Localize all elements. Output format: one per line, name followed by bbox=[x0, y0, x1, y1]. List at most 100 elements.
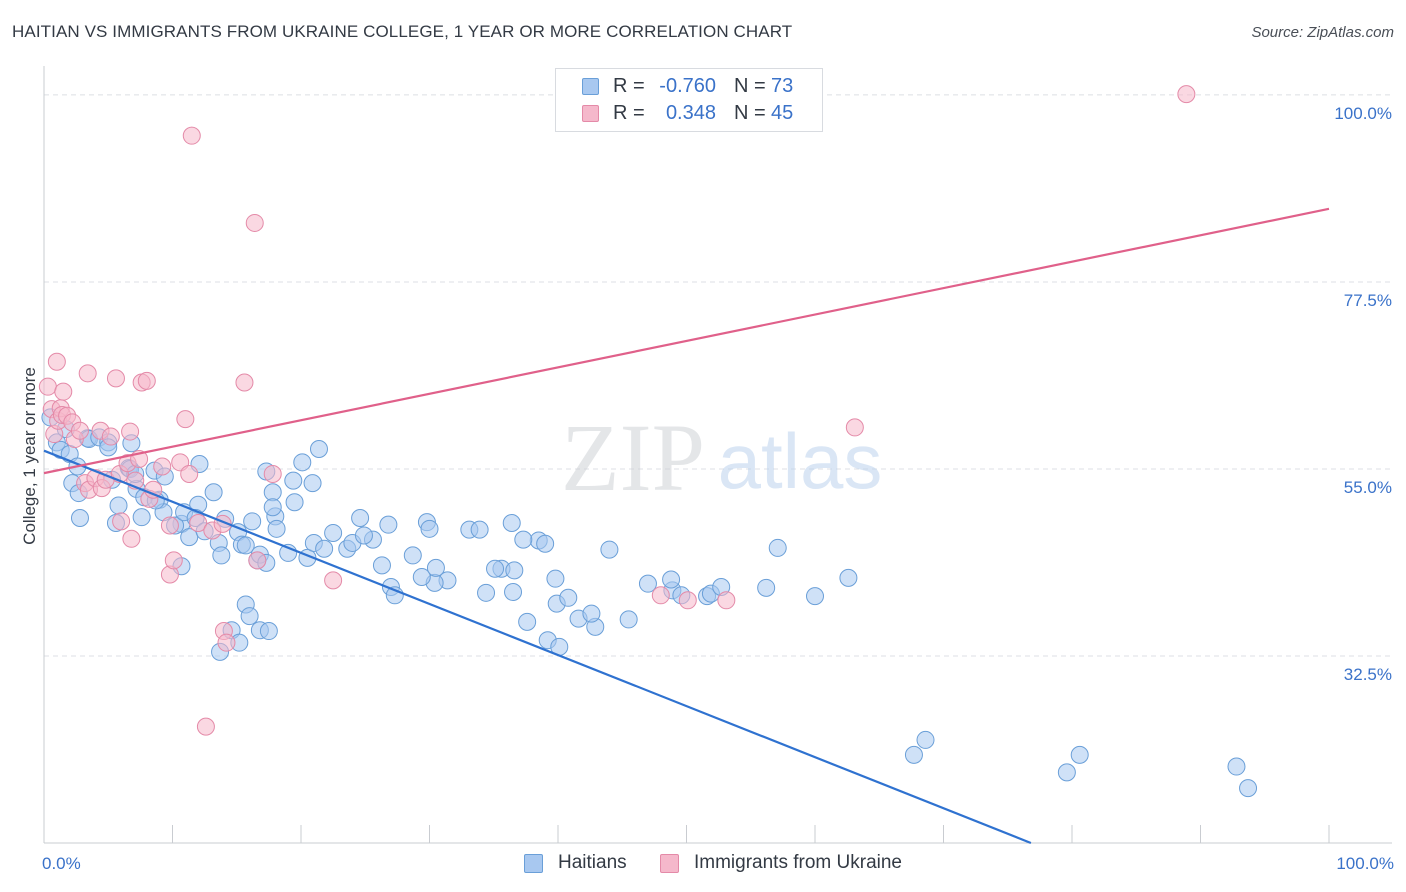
chart-title: HAITIAN VS IMMIGRANTS FROM UKRAINE COLLE… bbox=[12, 22, 793, 41]
haitians-point bbox=[505, 561, 524, 580]
source-credit: Source: ZipAtlas.com bbox=[1251, 24, 1394, 41]
tick-labels: 100.0% 77.5% 55.0% 32.5% 0.0% 100.0% bbox=[42, 104, 1394, 873]
haitians-point bbox=[70, 509, 89, 528]
haitians-point bbox=[293, 453, 312, 472]
haitians-point bbox=[546, 569, 565, 588]
haitians-point bbox=[662, 570, 681, 589]
haitians-point bbox=[259, 622, 278, 641]
ukraine-point bbox=[112, 512, 131, 531]
haitians-point bbox=[285, 493, 304, 512]
ukraine-point bbox=[189, 513, 208, 532]
haitians-point bbox=[236, 536, 255, 555]
ukraine-swatch bbox=[660, 854, 679, 873]
r-label: R = bbox=[613, 102, 645, 124]
haitians-point bbox=[768, 538, 787, 557]
ukraine-point bbox=[78, 364, 97, 383]
ukraine-point bbox=[47, 352, 66, 371]
haitians-point bbox=[354, 526, 373, 545]
ukraine-point bbox=[38, 377, 57, 396]
haitians-point bbox=[243, 512, 262, 531]
n-label: N = bbox=[734, 75, 766, 97]
ukraine-swatch bbox=[582, 105, 599, 122]
haitians-point bbox=[263, 483, 282, 502]
y-tick-label: 55.0% bbox=[1344, 478, 1392, 497]
haitians-point bbox=[502, 513, 521, 532]
haitians-point bbox=[309, 440, 328, 459]
haitians-point bbox=[351, 509, 370, 528]
ukraine-point bbox=[176, 410, 195, 429]
ukraine-point bbox=[263, 464, 282, 483]
haitians-point bbox=[916, 730, 935, 749]
ukraine-point bbox=[678, 591, 697, 610]
ukraine-point bbox=[845, 418, 864, 437]
ukraine-point bbox=[180, 464, 199, 483]
haitians-point bbox=[514, 530, 533, 549]
ukraine-point bbox=[235, 373, 254, 392]
ukraine-point bbox=[70, 421, 89, 440]
haitians-point bbox=[240, 607, 259, 626]
haitians-point bbox=[426, 558, 445, 577]
watermark-zip: ZIP bbox=[561, 404, 705, 511]
haitians-point bbox=[600, 540, 619, 559]
haitians-point bbox=[806, 587, 824, 606]
haitians-swatch bbox=[582, 78, 599, 95]
ukraine-point bbox=[160, 516, 179, 535]
ukraine-point bbox=[121, 422, 140, 441]
haitians-point bbox=[180, 528, 199, 547]
haitians-point bbox=[1070, 745, 1089, 764]
ukraine-point bbox=[54, 382, 73, 401]
n-value: 45 bbox=[771, 102, 794, 124]
ukraine-point bbox=[651, 586, 670, 605]
haitians-point bbox=[518, 612, 537, 631]
n-label: N = bbox=[734, 102, 766, 124]
haitians-point bbox=[904, 745, 923, 764]
haitians-point bbox=[504, 582, 523, 601]
ukraine-point bbox=[137, 371, 156, 390]
haitians-point bbox=[757, 578, 776, 597]
ukraine-trendline bbox=[43, 207, 1330, 475]
trendlines bbox=[43, 207, 1330, 845]
haitians-point bbox=[1239, 779, 1258, 798]
ukraine-point bbox=[245, 213, 264, 232]
ukraine-point bbox=[101, 427, 120, 446]
axes bbox=[43, 66, 1392, 844]
legend-label: Immigrants from Ukraine bbox=[694, 852, 902, 873]
haitians-point bbox=[132, 508, 151, 527]
haitians-point bbox=[412, 568, 431, 587]
series-legend: Haitians Immigrants from Ukraine bbox=[0, 852, 1406, 876]
haitians-point bbox=[267, 519, 286, 538]
haitians-point bbox=[582, 604, 601, 623]
r-value: 0.348 bbox=[665, 102, 716, 124]
haitians-point bbox=[204, 483, 223, 502]
y-tick-label: 32.5% bbox=[1344, 665, 1392, 684]
haitians-point bbox=[263, 498, 282, 517]
haitians-point bbox=[379, 515, 398, 534]
haitians-point bbox=[303, 474, 322, 493]
ukraine-point bbox=[122, 529, 141, 548]
x-tick-label: 0.0% bbox=[42, 854, 81, 873]
haitians-swatch bbox=[524, 854, 543, 873]
haitians-point bbox=[403, 546, 422, 565]
x-tick-label: 100.0% bbox=[1336, 854, 1394, 873]
haitians-point bbox=[536, 534, 555, 553]
haitians-point bbox=[559, 588, 578, 607]
ukraine-point bbox=[248, 551, 267, 570]
haitians-point bbox=[486, 559, 505, 578]
haitians-trendline bbox=[43, 449, 1032, 845]
r-label: R = bbox=[613, 75, 645, 97]
haitians-point bbox=[420, 519, 439, 538]
ukraine-point bbox=[164, 551, 183, 570]
haitians-point bbox=[477, 583, 496, 602]
y-tick-label: 77.5% bbox=[1344, 291, 1392, 310]
ukraine-point bbox=[324, 571, 343, 590]
ukraine-point bbox=[1177, 85, 1196, 104]
legend-label: Haitians bbox=[558, 852, 627, 873]
stats-legend: R = -0.760 N = 73 R = 0.348 N = 45 bbox=[555, 68, 823, 132]
haitians-point bbox=[324, 523, 343, 542]
haitians-point bbox=[638, 574, 657, 593]
ukraine-point bbox=[153, 457, 172, 476]
ukraine-point bbox=[106, 369, 125, 388]
haitians-point bbox=[1057, 763, 1076, 782]
n-value: 73 bbox=[771, 75, 794, 97]
